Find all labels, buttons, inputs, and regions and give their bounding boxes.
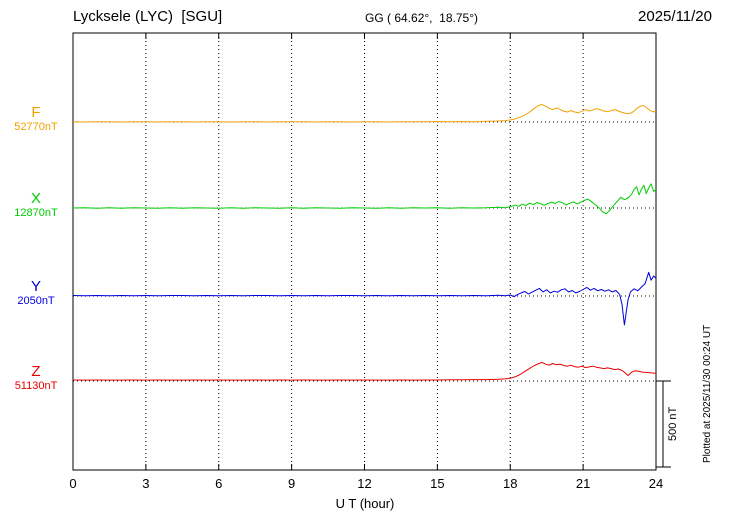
series-baseline-value-y: 2050nT: [17, 295, 55, 308]
x-tick-label: 15: [430, 476, 445, 491]
series-label-f: F: [31, 104, 41, 121]
plot-date: 2025/11/20: [638, 8, 712, 25]
trace-z: [72, 361, 656, 381]
series-legend-f: F 52770nT: [4, 104, 68, 134]
series-label-y: Y: [30, 278, 41, 295]
trace-f: [72, 104, 657, 123]
scale-bar-label: 500 nT: [667, 406, 679, 442]
x-tick-label: 21: [575, 476, 591, 491]
series-baseline-value-f: 52770nT: [14, 121, 58, 134]
x-tick-label: 9: [288, 476, 296, 491]
series-legend-y: Y 2050nT: [4, 278, 68, 308]
series-legend-x: X 12870nT: [4, 190, 68, 220]
series-label-z: Z: [31, 363, 41, 380]
geographic-coords: GG ( 64.62°, 18.75°): [365, 11, 478, 25]
x-tick-label: 0: [69, 476, 77, 491]
x-tick-label: 24: [648, 476, 664, 491]
station-title: Lycksele (LYC) [SGU]: [73, 8, 223, 25]
series-baseline-value-x: 12870nT: [14, 207, 58, 220]
series-legend-z: Z 51130nT: [4, 363, 68, 393]
plotted-at-note: Plotted at 2025/11/30 00:24 UT: [702, 324, 713, 464]
x-tick-label: 12: [357, 476, 372, 491]
x-tick-label: 6: [215, 476, 223, 491]
series-baseline-value-z: 51130nT: [14, 380, 58, 393]
series-label-x: X: [30, 190, 41, 207]
x-tick-label: 18: [503, 476, 518, 491]
x-axis-title: U T (hour): [335, 496, 395, 511]
x-tick-label: 3: [142, 476, 150, 491]
trace-y: [72, 271, 657, 326]
trace-x: [72, 183, 657, 215]
